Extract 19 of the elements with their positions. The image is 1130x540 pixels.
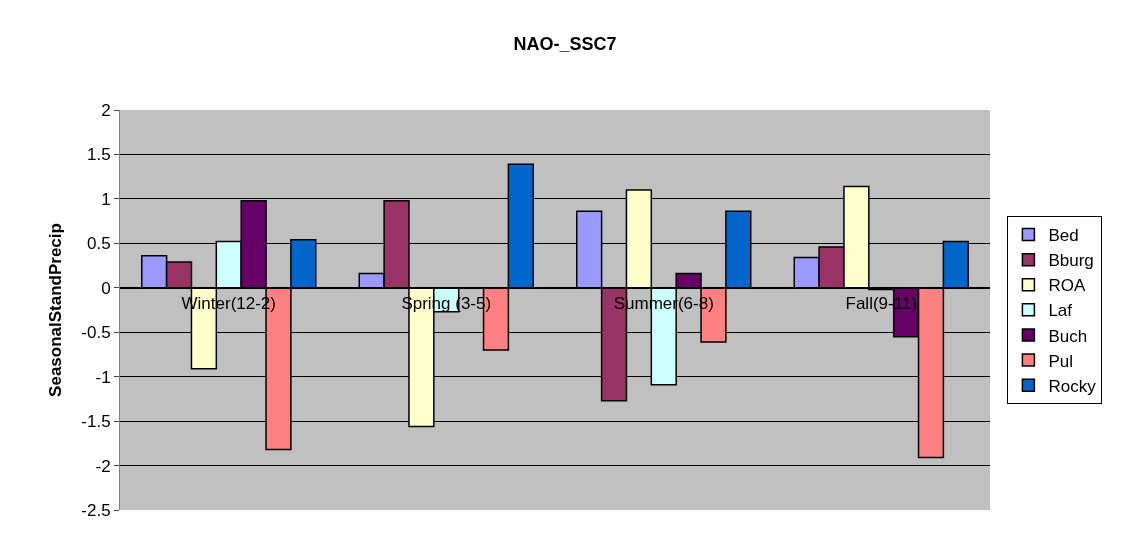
y-tick-label: -1 (95, 367, 111, 387)
y-tick-label: 2 (101, 100, 111, 120)
legend-label: Bburg (1048, 251, 1094, 271)
legend-label: ROA (1048, 276, 1086, 296)
y-tick-label: 1 (101, 189, 111, 209)
legend-label: Bed (1048, 226, 1079, 246)
chart-title: NAO-_SSC7 (513, 34, 617, 55)
y-tick-label: -1.5 (81, 412, 111, 432)
y-tick-label: 1.5 (86, 145, 111, 165)
y-tick-label: 0.5 (86, 234, 111, 254)
legend-label: Rocky (1048, 376, 1097, 396)
y-tick-label: -2 (95, 456, 111, 476)
y-tick-label: 0 (101, 278, 111, 298)
legend-label: Buch (1048, 326, 1088, 346)
legend-label: Pul (1048, 351, 1073, 371)
legend-label: Laf (1048, 301, 1073, 321)
y-axis-title: SeasonalStandPrecip (45, 223, 65, 397)
y-tick-label: -2.5 (81, 500, 111, 520)
y-tick-label: -0.5 (81, 323, 111, 343)
